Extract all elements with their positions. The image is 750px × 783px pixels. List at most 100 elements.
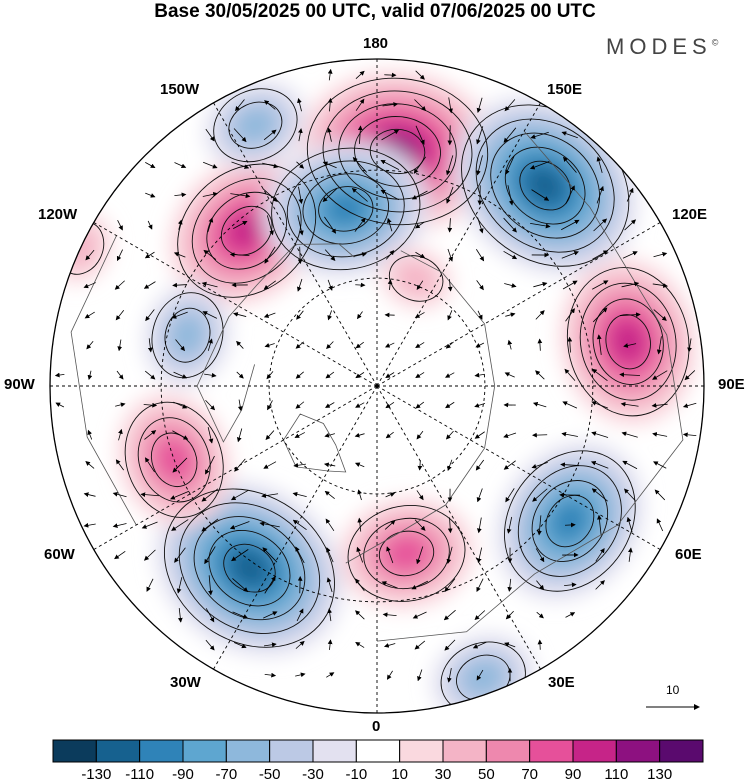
wind-arrow (207, 427, 214, 444)
wind-arrow (446, 186, 454, 204)
wind-arrow (414, 519, 426, 531)
wind-arrow (357, 311, 363, 320)
wind-arrow (174, 547, 186, 563)
wind-arrow (411, 580, 429, 590)
reference-vector-label: 10 (666, 683, 680, 697)
wind-arrow (201, 518, 219, 532)
wind-arrow (565, 185, 575, 205)
contour-line (302, 173, 390, 245)
contour-line (605, 314, 651, 370)
wind-arrow (595, 580, 605, 590)
wind-arrow (621, 431, 638, 438)
wind-arrow (593, 218, 608, 232)
wind-arrow (355, 610, 365, 620)
anomaly-region (395, 260, 437, 296)
wind-arrow (292, 491, 307, 498)
wind-arrow (145, 162, 156, 169)
contour-line (177, 163, 317, 298)
wind-arrow (355, 372, 365, 379)
wind-arrow (476, 126, 484, 145)
wind-arrow (592, 250, 609, 260)
wind-arrow (507, 339, 513, 350)
colorbar-tick-label: 90 (564, 766, 582, 783)
wind-arrow (294, 432, 306, 438)
wind-arrow (529, 161, 550, 170)
wind-arrow (414, 99, 427, 112)
wind-arrow (444, 578, 456, 592)
wind-arrow (561, 131, 578, 139)
lon-label-90e: 90E (718, 376, 745, 393)
wind-arrow (445, 372, 455, 378)
anomaly-contours (57, 77, 690, 713)
meridian-line (376, 385, 541, 670)
wind-arrow (591, 488, 608, 502)
wind-arrow (597, 514, 602, 535)
wind-arrow (233, 128, 247, 143)
wind-arrow (445, 401, 455, 409)
wind-arrow (532, 488, 548, 502)
wind-arrow (537, 338, 543, 351)
lon-label-0: 0 (372, 718, 381, 735)
map-boundary (49, 58, 705, 714)
wind-arrow (507, 578, 513, 592)
wind-arrow (236, 371, 244, 379)
wind-arrow (143, 549, 156, 561)
wind-arrow (325, 402, 335, 408)
colorbar-swatch (95, 739, 141, 763)
wind-arrow (653, 251, 668, 258)
meridian-line (376, 385, 661, 550)
wind-arrow (414, 640, 426, 650)
meridian-line (376, 102, 541, 387)
wind-arrow (590, 460, 609, 469)
colorbar-tick-label: 50 (477, 766, 495, 783)
wind-arrow (229, 521, 250, 530)
wind-arrow (231, 549, 249, 562)
colorbar-swatch (182, 739, 227, 763)
wind-arrow (476, 547, 483, 564)
wind-arrow (263, 642, 277, 648)
wind-arrow (355, 402, 365, 408)
wind-arrow (262, 547, 278, 563)
contour-line (193, 516, 306, 621)
wind-arrow (145, 192, 156, 198)
wind-arrow (295, 371, 304, 379)
contour-line (318, 186, 374, 232)
wind-arrow (385, 402, 395, 409)
wind-arrow (354, 462, 365, 468)
wind-arrow (447, 668, 452, 683)
contour-line (163, 488, 335, 648)
wind-arrow (112, 523, 127, 528)
wind-arrow (562, 280, 578, 290)
wind-arrow (114, 280, 125, 290)
wind-arrow (147, 338, 153, 353)
anomaly-field (50, 70, 697, 713)
wind-arrow (619, 372, 641, 378)
wind-arrow (172, 430, 189, 440)
colorbar-swatch (355, 739, 401, 763)
wind-arrow (233, 642, 247, 649)
wind-arrow (503, 460, 516, 470)
wind-arrow (504, 372, 515, 378)
wind-arrow (652, 432, 668, 437)
wind-arrow (325, 518, 335, 532)
wind-arrow (448, 97, 453, 114)
wind-arrow (476, 97, 483, 113)
wind-arrow (536, 611, 544, 619)
wind-arrow (324, 249, 336, 261)
wind-arrow (174, 162, 187, 169)
wind-arrow (144, 251, 155, 259)
wind-arrow (83, 522, 96, 528)
wind-arrow (357, 517, 363, 532)
wind-arrow (443, 609, 456, 621)
wind-arrow (387, 279, 393, 290)
coastline (376, 130, 684, 642)
wind-arrow (83, 492, 96, 497)
wind-arrow (416, 546, 424, 565)
wind-arrow (446, 546, 453, 564)
brand-logo: MODES© (606, 34, 718, 60)
lon-label-180: 180 (363, 35, 389, 52)
wind-arrow (232, 611, 249, 619)
wind-arrow (535, 310, 545, 320)
wind-arrow (411, 190, 428, 200)
colorbar-swatch (485, 739, 531, 763)
